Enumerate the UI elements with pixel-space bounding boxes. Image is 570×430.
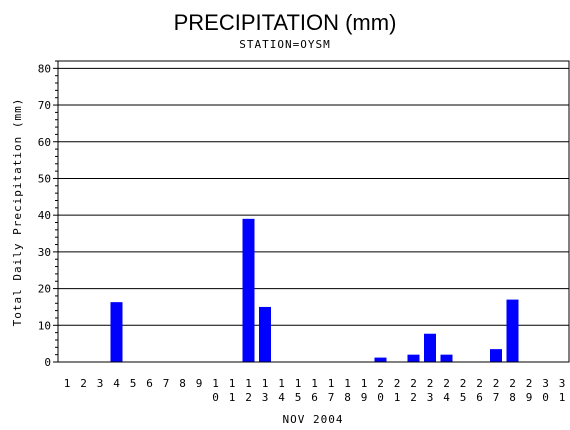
chart-title: PRECIPITATION (mm) [174, 10, 397, 35]
y-tick-label: 30 [38, 246, 51, 259]
y-tick-label: 70 [38, 99, 51, 112]
x-tick-label-1: 1 [64, 377, 71, 390]
bars [110, 218, 519, 362]
x-axis-label: NOV 2004 [283, 413, 344, 426]
x-tick-label-9: 9 [196, 377, 203, 390]
bar-day-24 [440, 354, 453, 362]
x-tick-label-5: 5 [130, 377, 137, 390]
y-axis-ticks: 0 10 20 30 40 50 60 70 80 [38, 60, 58, 369]
bar-day-27 [490, 349, 502, 362]
bar-day-12 [242, 218, 255, 362]
y-axis-label: Total Daily Precipitation (mm) [11, 98, 24, 327]
bar-day-4 [110, 302, 123, 362]
x-tick-label-2: 2 [80, 377, 87, 390]
x-tick-label-6: 6 [146, 377, 153, 390]
x-axis-ticks: 1 2 3 4 5 6 7 8 9 1 01 11 21 31 41 51 61 71 81 92 02 12 22 32 42… [64, 377, 566, 404]
bar-day-28 [506, 299, 519, 362]
bar-day-23 [424, 333, 436, 362]
y-tick-label: 0 [44, 356, 51, 369]
y-tick-label: 50 [38, 172, 51, 185]
x-tick-label-8: 8 [179, 377, 186, 390]
chart-subtitle: STATION=OYSM [239, 38, 330, 51]
plot-area-frame [57, 60, 570, 363]
x-tick-label-4: 4 [113, 377, 120, 390]
y-tick-label: 10 [38, 319, 51, 332]
grid-lines [58, 67, 569, 363]
y-tick-label: 80 [38, 62, 51, 75]
y-tick-label: 40 [38, 209, 51, 222]
bar-day-20 [374, 357, 387, 362]
bar-day-13 [259, 306, 271, 362]
y-tick-label: 60 [38, 136, 51, 149]
x-tick-label-7: 7 [163, 377, 170, 390]
bar-day-22 [407, 354, 420, 362]
y-tick-label: 20 [38, 283, 51, 296]
x-tick-label-3: 3 [97, 377, 104, 390]
